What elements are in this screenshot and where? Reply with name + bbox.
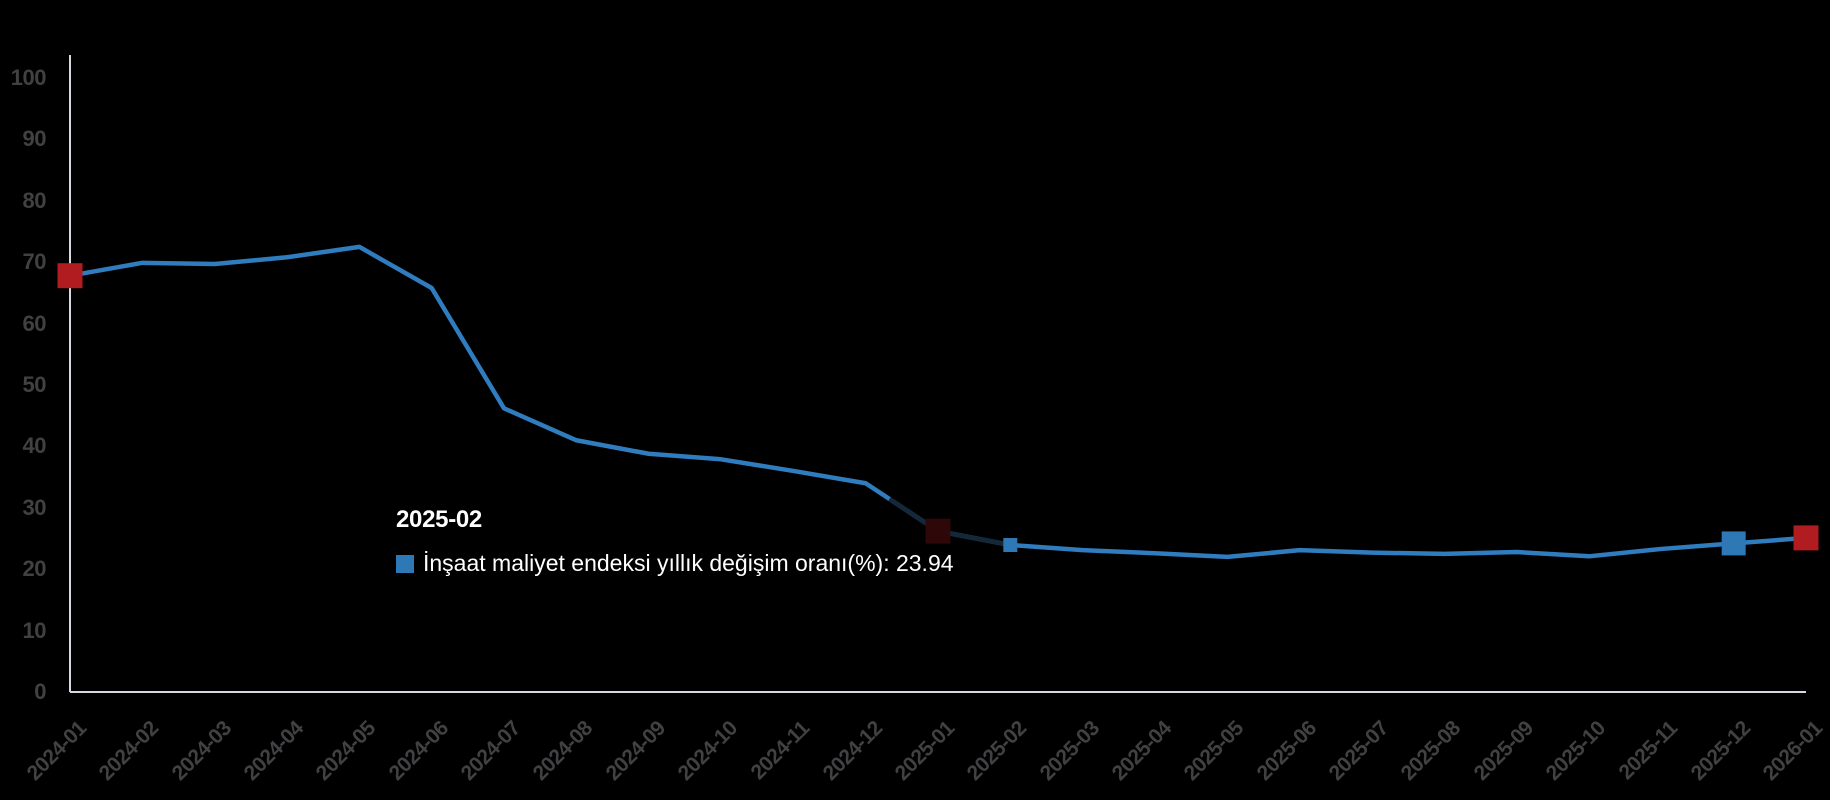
marker-2026-01[interactable] [1793, 525, 1819, 551]
y-tick-60: 60 [22, 310, 47, 336]
y-tick-0: 0 [34, 679, 46, 704]
y-tick-40: 40 [22, 433, 47, 459]
tooltip-separator: : [883, 550, 896, 576]
y-tick-30: 30 [22, 494, 47, 520]
y-tick-50: 50 [22, 372, 47, 397]
tooltip-series-label: İnşaat maliyet endeksi yıllık değişim or… [423, 550, 884, 576]
marker-2025-12[interactable] [1721, 531, 1746, 556]
marker-2025-01[interactable] [925, 518, 951, 544]
y-tick-100: 100 [10, 65, 47, 90]
tooltip: 2025-02 İnşaat maliyet endeksi yıllık de… [396, 506, 954, 577]
series-swatch-icon [396, 554, 414, 573]
marker-2024-01[interactable] [57, 263, 83, 289]
tooltip-date: 2025-02 [396, 506, 482, 533]
y-tick-80: 80 [22, 187, 47, 213]
tooltip-series-row: İnşaat maliyet endeksi yıllık değişim or… [396, 550, 954, 577]
y-tick-10: 10 [22, 617, 47, 643]
y-tick-90: 90 [22, 126, 47, 152]
marker-2025-02[interactable] [1003, 538, 1018, 553]
tooltip-value: 23.94 [895, 550, 954, 576]
y-tick-20: 20 [22, 556, 47, 582]
y-tick-70: 70 [22, 249, 47, 275]
plot-area[interactable] [70, 55, 1806, 692]
